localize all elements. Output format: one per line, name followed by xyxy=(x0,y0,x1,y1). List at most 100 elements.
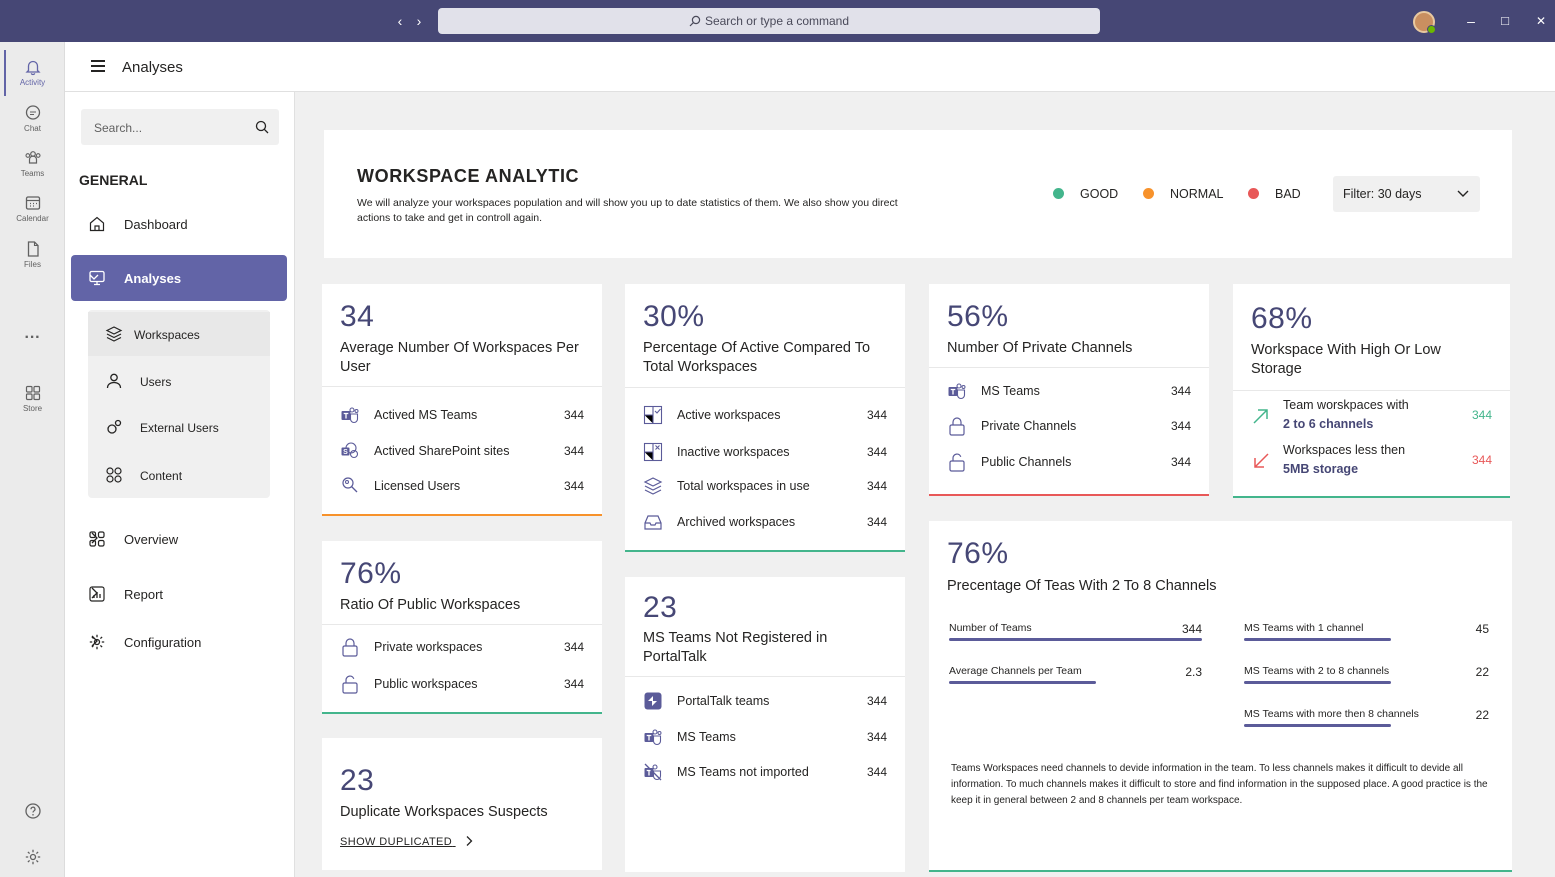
row-value: 344 xyxy=(866,479,887,493)
date-filter-dropdown[interactable]: Filter: 30 days xyxy=(1333,176,1480,212)
submenu-item-label: External Users xyxy=(140,421,219,435)
back-arrow-icon[interactable]: ‹ xyxy=(397,13,403,29)
submenu-item-label: Users xyxy=(140,375,172,389)
sidebar-search-input[interactable]: Search... xyxy=(81,109,279,145)
svg-text:S: S xyxy=(343,449,348,456)
row-label: Archived workspaces xyxy=(677,515,796,529)
progress-teams-1-channel: MS Teams with 1 channel 45 xyxy=(1244,622,1489,644)
stat-title: Workspace With High Or Low Storage xyxy=(1251,342,1441,377)
rail-store[interactable]: Store xyxy=(0,384,65,413)
user-avatar[interactable] xyxy=(1413,11,1436,34)
sidebar-item-dashboard[interactable]: Dashboard xyxy=(71,201,287,247)
rail-label: Store xyxy=(22,404,43,413)
minimize-button[interactable]: – xyxy=(1467,13,1475,29)
lock-open-icon xyxy=(949,453,965,472)
submenu-item-content[interactable]: Content xyxy=(88,453,270,497)
lock-closed-icon xyxy=(342,638,358,657)
submenu-item-workspaces[interactable]: Workspaces xyxy=(88,312,270,356)
sidebar-item-label: Overview xyxy=(124,532,179,547)
rail-activity[interactable]: Activity xyxy=(0,50,65,96)
licensed-user-search-icon xyxy=(342,477,358,493)
more-apps-icon[interactable]: ··· xyxy=(24,329,41,346)
legend-good: GOOD xyxy=(1053,187,1118,201)
hamburger-menu-icon[interactable] xyxy=(91,60,105,75)
maximize-button[interactable]: □ xyxy=(1501,13,1509,28)
row-value: 344 xyxy=(866,765,887,779)
page-header: Analyses xyxy=(65,42,1555,92)
command-search-input[interactable]: Search or type a command xyxy=(438,8,1100,34)
rail-teams[interactable]: Teams xyxy=(0,149,65,178)
sidebar-item-configuration[interactable]: Configuration xyxy=(71,619,287,665)
submenu-item-label: Content xyxy=(140,469,183,483)
help-icon[interactable] xyxy=(0,802,65,822)
grid-icon xyxy=(106,467,122,483)
section-heading: GENERAL xyxy=(79,172,148,188)
sidebar-item-report[interactable]: Report xyxy=(71,571,287,617)
trend-down-arrow-icon xyxy=(1254,453,1269,468)
storage-link-size[interactable]: 5MB storage xyxy=(1283,462,1359,476)
title-bar: ‹ › Search or type a command – □ ✕ xyxy=(0,0,1555,42)
channels-note: Teams Workspaces need channels to devide… xyxy=(951,763,1488,806)
rail-calendar[interactable]: Calendar xyxy=(0,194,65,223)
storage-link-channels[interactable]: 2 to 6 channels xyxy=(1283,417,1374,431)
search-icon xyxy=(255,120,269,134)
search-icon xyxy=(689,15,701,27)
list-item: Private workspaces 344 xyxy=(340,637,584,657)
list-item: Active workspaces 344 xyxy=(643,405,887,425)
ms-teams-icon xyxy=(644,729,662,746)
progress-value: 344 xyxy=(1181,622,1202,636)
progress-bar xyxy=(1244,724,1391,727)
presence-available-icon xyxy=(1427,25,1436,34)
sidebar-item-analyses[interactable]: Analyses xyxy=(71,255,287,301)
gear-icon xyxy=(89,634,105,650)
rail-chat[interactable]: Chat xyxy=(0,104,65,133)
status-bar-bad xyxy=(929,494,1209,496)
rail-label: Calendar xyxy=(16,214,49,223)
show-duplicated-link[interactable]: SHOW DUPLICATED xyxy=(340,835,474,848)
chevron-right-icon xyxy=(91,532,98,544)
row-value: 344 xyxy=(866,730,887,744)
settings-gear-icon[interactable] xyxy=(0,848,65,868)
sidebar-item-label: Configuration xyxy=(124,635,202,650)
legend-label: NORMAL xyxy=(1170,187,1224,201)
row-label: Total workspaces in use xyxy=(677,479,810,493)
row-value: 344 xyxy=(866,408,887,422)
row-value: 344 xyxy=(1170,384,1191,398)
stat-title: Number Of Private Channels xyxy=(947,340,1133,356)
status-dot-good xyxy=(1053,188,1064,199)
close-button[interactable]: ✕ xyxy=(1535,14,1547,28)
rail-files[interactable]: Files xyxy=(0,240,65,269)
sidebar-item-overview[interactable]: Overview xyxy=(71,516,287,562)
app-rail: Activity Chat Teams Calendar Files ··· S… xyxy=(0,42,65,877)
command-search-placeholder: Search or type a command xyxy=(704,14,850,28)
row-value: 344 xyxy=(866,694,887,708)
submenu-item-label: Workspaces xyxy=(134,328,200,342)
submenu-item-users[interactable]: Users xyxy=(88,359,270,403)
layers-icon xyxy=(643,477,663,495)
forward-arrow-icon[interactable]: › xyxy=(416,13,422,29)
list-item: MS Teams 344 xyxy=(643,727,887,747)
list-item: MS Teams 344 xyxy=(947,381,1191,401)
row-value: 344 xyxy=(563,677,584,691)
ms-teams-icon xyxy=(341,407,359,424)
status-bar-good xyxy=(322,712,602,714)
row-label: Public Channels xyxy=(981,455,1072,469)
monitor-icon xyxy=(89,270,105,286)
file-icon xyxy=(27,241,39,257)
stat-value: 56% xyxy=(947,300,1009,333)
chat-icon xyxy=(25,105,40,120)
card-private-channels: 56% Number Of Private Channels MS Teams … xyxy=(929,284,1209,496)
row-label: Public workspaces xyxy=(374,677,478,691)
row-value: 344 xyxy=(563,408,584,422)
main-content: WORKSPACE ANALYTIC We will analyze your … xyxy=(296,92,1555,877)
chevron-down-icon xyxy=(1457,190,1469,197)
card-public-ratio: 76% Ratio Of Public Workspaces Private w… xyxy=(322,541,602,714)
status-dot-normal xyxy=(1143,188,1154,199)
stat-value: 34 xyxy=(340,300,375,333)
list-item: Total workspaces in use 344 xyxy=(643,476,887,496)
sidebar-item-label: Report xyxy=(124,587,164,602)
rail-label: Files xyxy=(24,260,41,269)
submenu-item-external-users[interactable]: External Users xyxy=(88,405,270,449)
stat-value: 23 xyxy=(340,764,375,797)
row-label: PortalTalk teams xyxy=(677,694,770,708)
